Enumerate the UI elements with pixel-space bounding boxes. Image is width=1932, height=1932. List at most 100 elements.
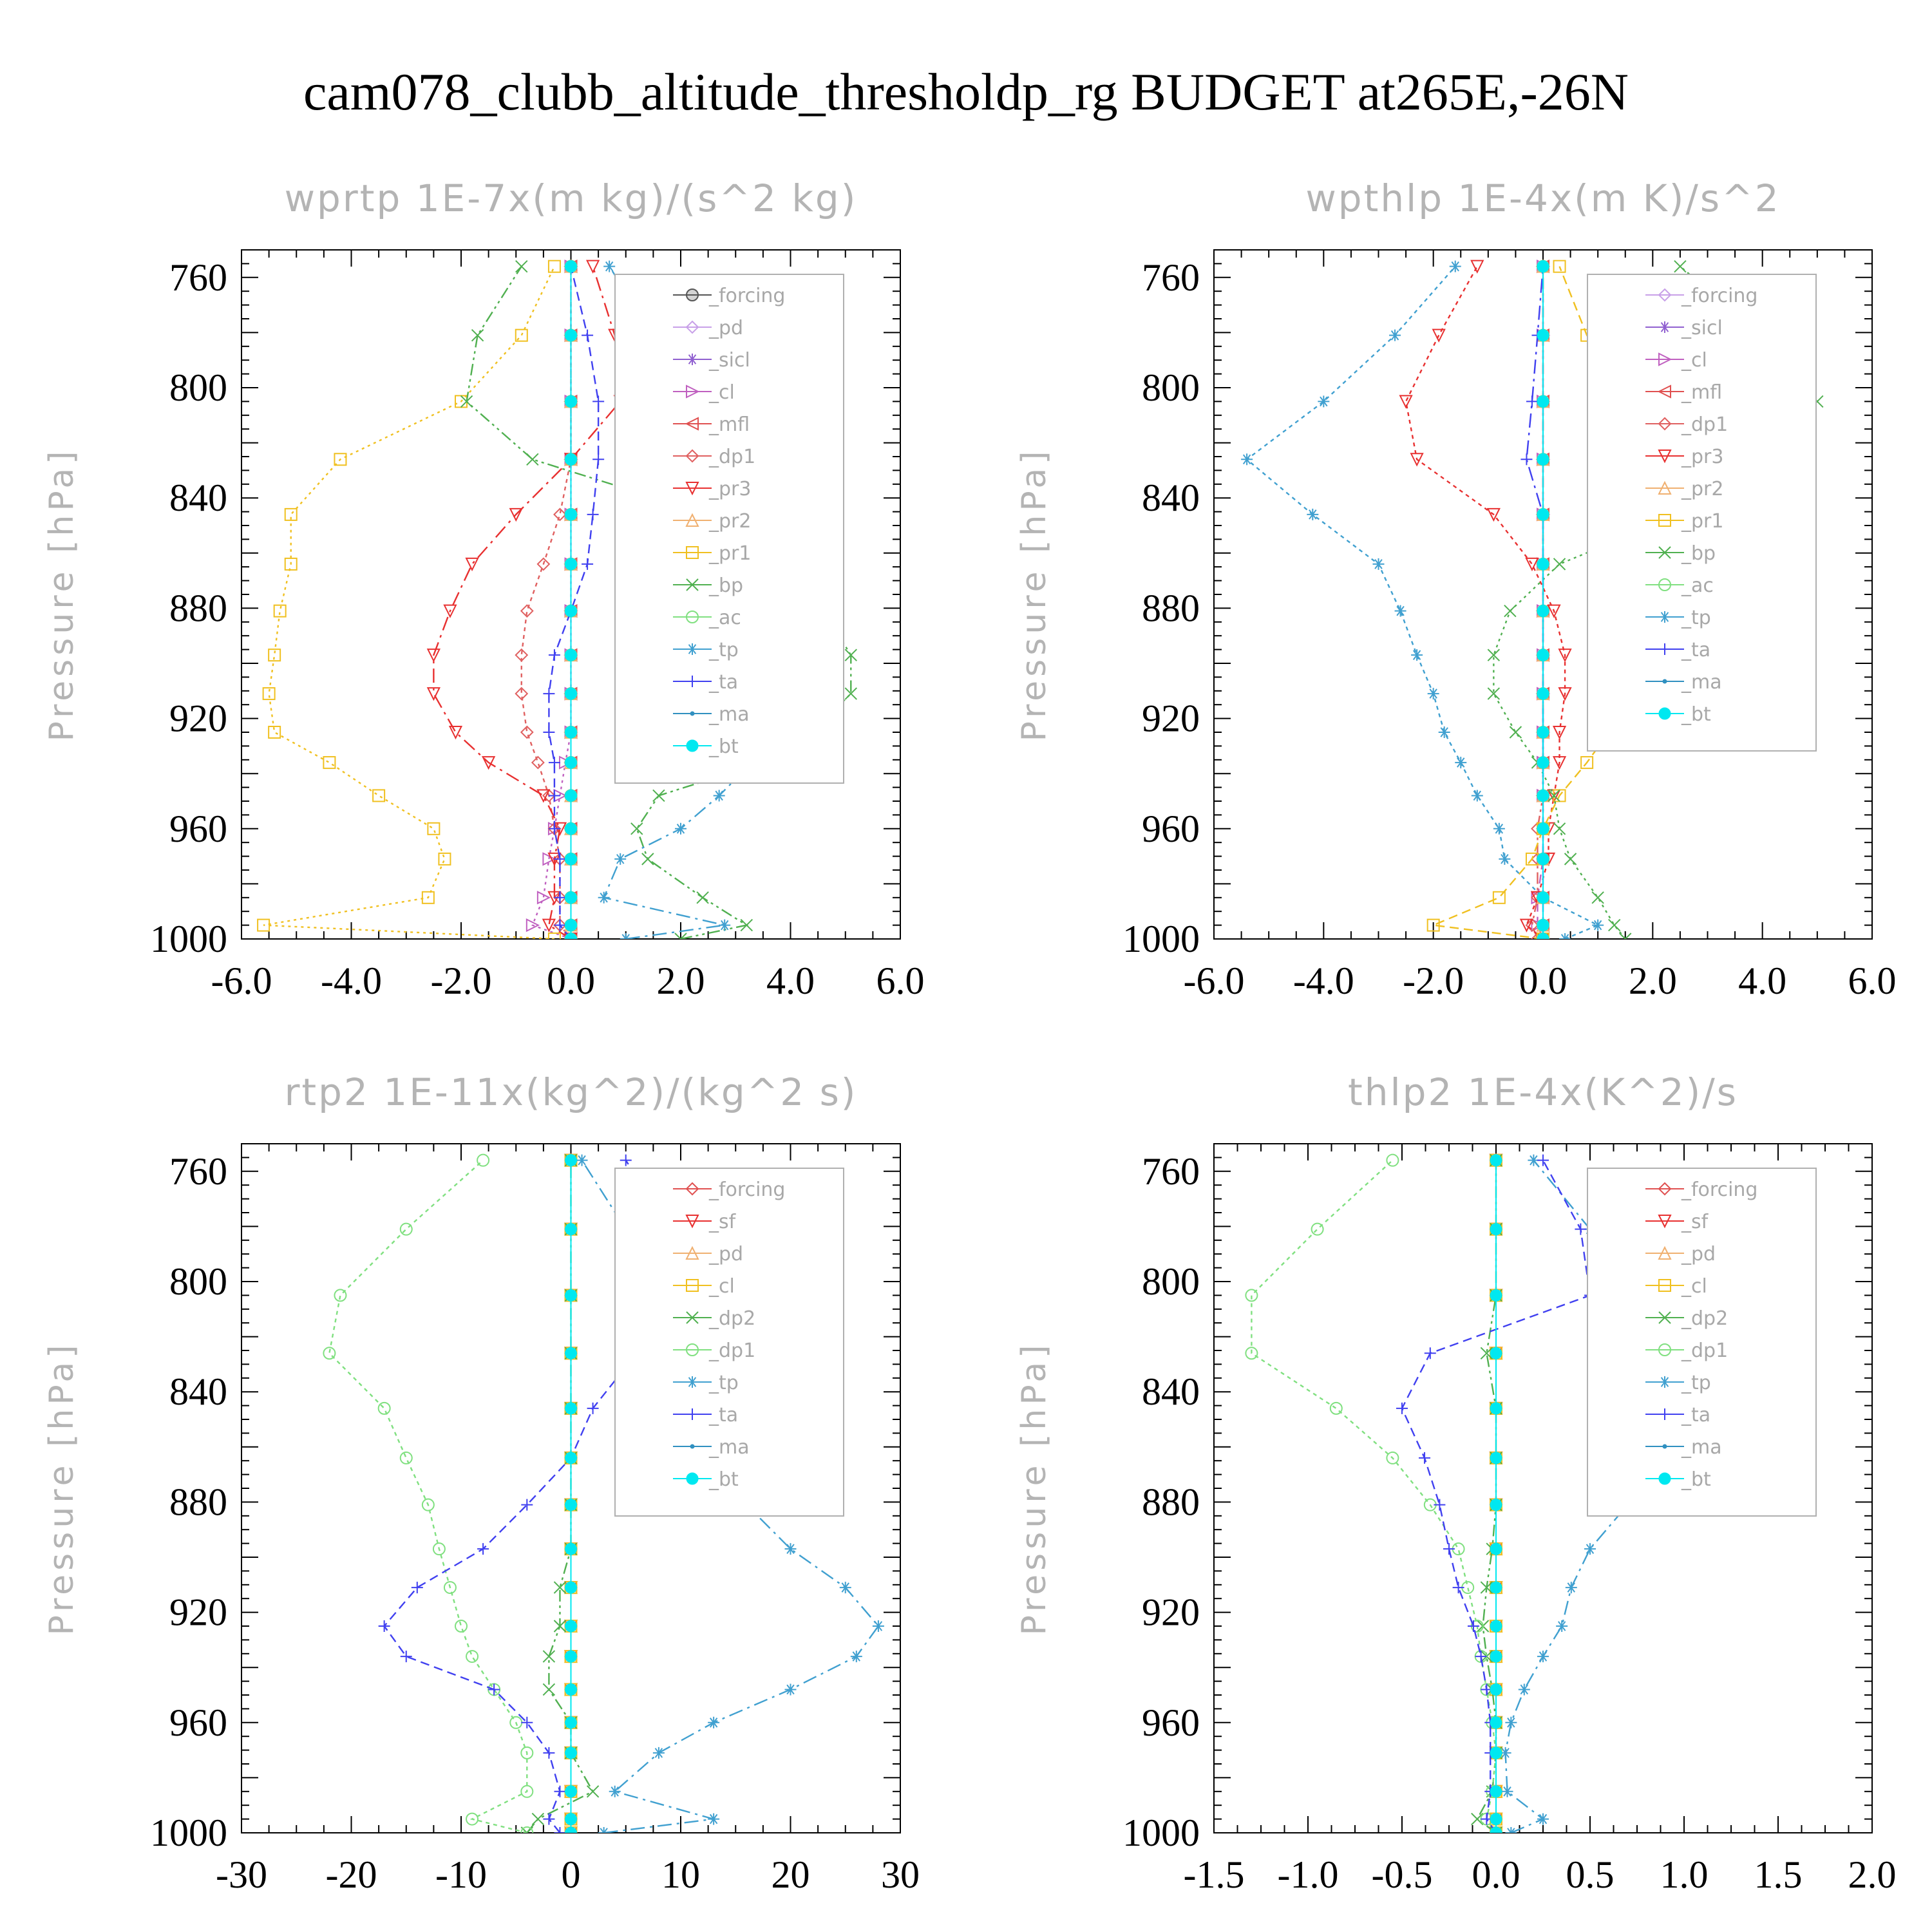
x-tick-label: -4.0 bbox=[321, 960, 382, 1002]
data-point-pr3 bbox=[443, 604, 457, 618]
legend-label: _cl bbox=[708, 1275, 735, 1298]
series-line-bp bbox=[466, 266, 852, 939]
y-tick-label: 960 bbox=[1142, 808, 1200, 850]
data-point-pr1 bbox=[1580, 756, 1594, 770]
data-point-bp bbox=[460, 395, 473, 408]
data-point-dp1 bbox=[553, 507, 567, 522]
x-tick-label: -1.0 bbox=[1278, 1853, 1339, 1896]
data-point-bp bbox=[1548, 789, 1560, 802]
y-tick-label: 880 bbox=[1142, 1481, 1200, 1523]
data-point-dp1 bbox=[377, 1401, 391, 1415]
data-point-ta bbox=[1434, 1499, 1446, 1511]
data-point-tp bbox=[1592, 919, 1604, 931]
x-tick-label: 6.0 bbox=[1848, 960, 1897, 1002]
data-point-pr1 bbox=[268, 649, 281, 662]
data-point-bt bbox=[1537, 260, 1549, 273]
data-point-pr3 bbox=[465, 557, 479, 572]
data-point-ta bbox=[1520, 453, 1533, 466]
data-point-bp bbox=[526, 453, 539, 466]
data-point-bt bbox=[565, 789, 577, 802]
data-point-tp bbox=[850, 1651, 862, 1663]
data-point-bt bbox=[565, 1542, 577, 1555]
legend-marker bbox=[1658, 450, 1672, 464]
data-point-ta bbox=[1475, 1651, 1487, 1663]
series-line-ta bbox=[548, 266, 600, 939]
chart-panel-4: thlp2 1E-4x(K^2)/s Pressure [hPa] 760 800 84… bbox=[1015, 1070, 1897, 1896]
data-point-tp bbox=[1318, 395, 1330, 408]
legend-label: _bt bbox=[1681, 703, 1711, 726]
legend-marker bbox=[1659, 643, 1671, 655]
data-point-bt bbox=[565, 1683, 577, 1696]
legend-marker bbox=[1658, 417, 1672, 431]
data-point-tp bbox=[614, 853, 627, 865]
x-tick-label: 4.0 bbox=[1738, 960, 1786, 1002]
data-point-tp bbox=[872, 1620, 884, 1632]
data-point-dp1 bbox=[542, 789, 556, 802]
legend-label: _sf bbox=[708, 1211, 737, 1233]
data-point-tp bbox=[1565, 1582, 1577, 1594]
data-point-bt bbox=[565, 1650, 577, 1663]
x-tick-label: 2.0 bbox=[1848, 1853, 1897, 1896]
data-point-pr1 bbox=[323, 756, 336, 770]
data-point-pr3 bbox=[1552, 756, 1567, 770]
data-point-pr3 bbox=[1558, 687, 1572, 701]
series-line-pr3 bbox=[1405, 266, 1566, 939]
data-point-tp bbox=[1427, 688, 1439, 700]
legend-marker bbox=[685, 320, 699, 334]
data-point-bt bbox=[1490, 1683, 1502, 1696]
data-point-tp bbox=[1499, 1747, 1511, 1759]
legend-marker bbox=[687, 1376, 698, 1388]
data-point-bt bbox=[565, 1716, 577, 1729]
legend-marker bbox=[1659, 1376, 1671, 1388]
legend-label: _ta bbox=[1681, 639, 1710, 661]
data-point-ta bbox=[1575, 1223, 1587, 1235]
data-point-bp bbox=[471, 328, 484, 342]
data-point-ta bbox=[1424, 1347, 1436, 1359]
data-point-ta bbox=[587, 1402, 599, 1414]
legend-marker bbox=[1658, 578, 1671, 591]
legend-marker bbox=[686, 1343, 699, 1356]
legend-label: _dp2 bbox=[1681, 1307, 1728, 1330]
data-point-bt bbox=[565, 1747, 577, 1759]
data-point-bt bbox=[1537, 919, 1549, 932]
data-point-bt bbox=[1490, 1499, 1502, 1511]
legend-marker bbox=[686, 1279, 699, 1292]
data-point-ta bbox=[1419, 1452, 1431, 1464]
legend-marker bbox=[1658, 288, 1672, 302]
legend-marker bbox=[686, 739, 699, 752]
x-tick-label: 30 bbox=[881, 1853, 920, 1896]
data-point-ta bbox=[543, 726, 555, 738]
legend-marker bbox=[686, 1311, 699, 1324]
y-tick-label: 960 bbox=[1142, 1701, 1200, 1744]
legend-marker bbox=[690, 711, 695, 716]
data-point-tp bbox=[713, 790, 725, 802]
legend-marker bbox=[1658, 1245, 1672, 1260]
legend-label: _forcing bbox=[708, 1179, 785, 1201]
data-point-bt bbox=[1537, 687, 1549, 700]
y-tick-label: 800 bbox=[1142, 1260, 1200, 1303]
legend-marker bbox=[690, 1444, 695, 1449]
data-point-dp1 bbox=[536, 557, 551, 571]
y-tick-label: 840 bbox=[1142, 1370, 1200, 1413]
data-point-bt bbox=[565, 395, 577, 408]
data-point-tp bbox=[598, 891, 610, 904]
data-point-ta bbox=[1452, 1582, 1464, 1594]
y-tick-label: 800 bbox=[1142, 366, 1200, 409]
data-point-dp1 bbox=[432, 1542, 446, 1556]
data-point-bt bbox=[1490, 1716, 1502, 1729]
legend-label: _forcing bbox=[708, 285, 785, 307]
data-point-dp1 bbox=[1386, 1451, 1399, 1464]
data-point-dp1 bbox=[443, 1581, 457, 1595]
legend-label: _dp1 bbox=[708, 1340, 755, 1362]
x-tick-label: -6.0 bbox=[211, 960, 272, 1002]
data-point-bt bbox=[565, 329, 577, 342]
data-point-bt bbox=[1537, 558, 1549, 571]
series-line-dp2 bbox=[526, 1160, 594, 1833]
data-point-bp bbox=[1487, 649, 1501, 661]
data-point-bp bbox=[1553, 558, 1566, 571]
data-point-pr1 bbox=[257, 918, 270, 932]
data-point-pr1 bbox=[284, 507, 298, 521]
data-point-tp bbox=[1411, 649, 1423, 661]
data-point-bt bbox=[565, 1289, 577, 1302]
y-tick-label: 960 bbox=[169, 808, 227, 850]
